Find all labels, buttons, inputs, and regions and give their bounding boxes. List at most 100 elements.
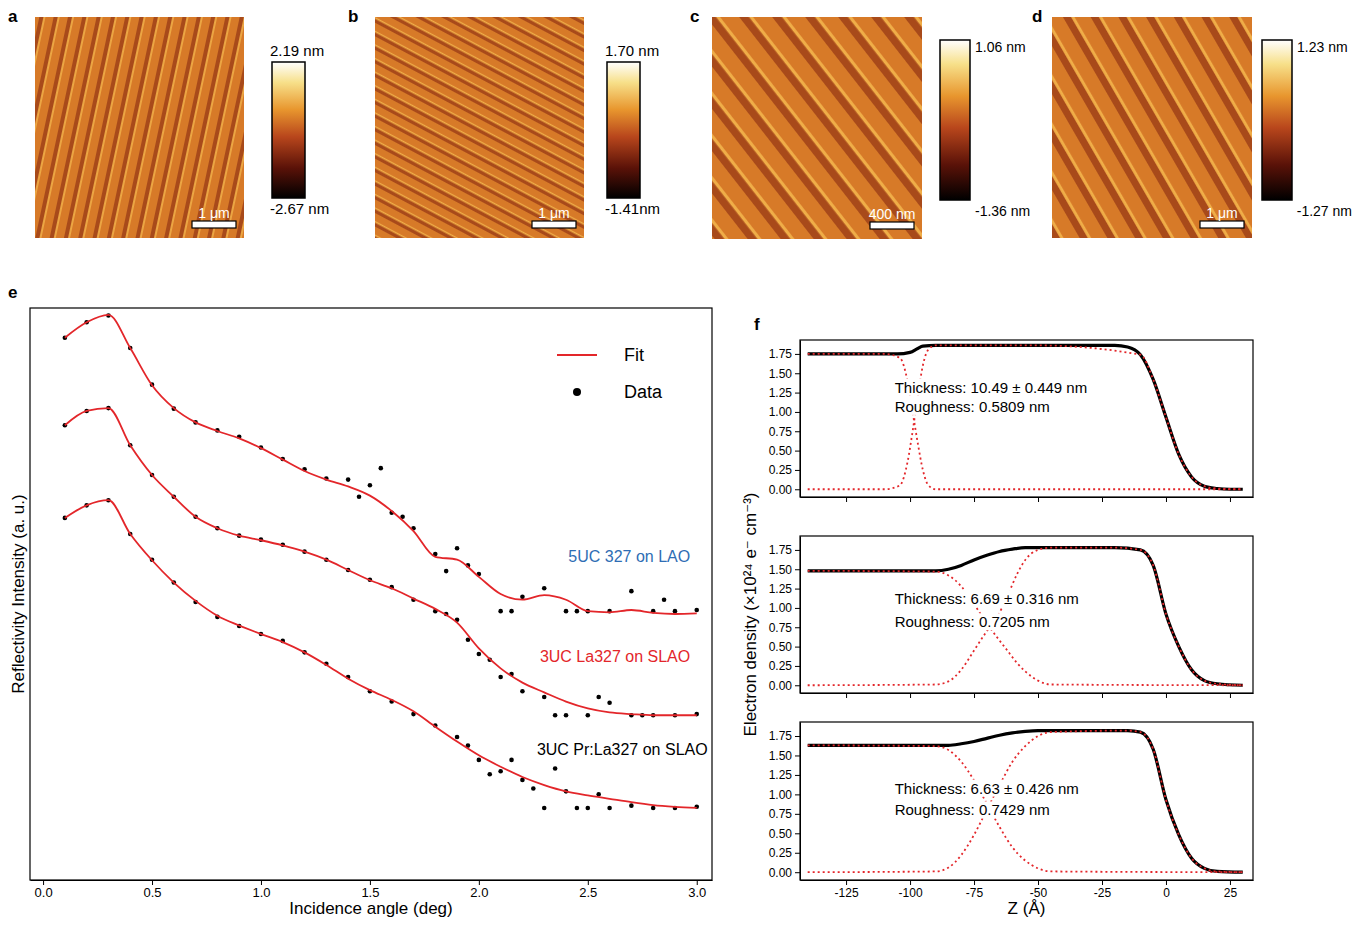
x-axis-title: Incidence angle (deg) bbox=[289, 899, 453, 918]
y-tick-label: 1.00 bbox=[769, 788, 793, 802]
x-tick: 0 bbox=[1163, 880, 1170, 900]
data-point bbox=[596, 792, 601, 797]
x-tick-label: 2.0 bbox=[470, 885, 488, 900]
y-tick: 1.50 bbox=[769, 749, 800, 763]
colorbar-label: 1.23 nm bbox=[1297, 39, 1348, 55]
annotation-text: 3UC Pr:La327 on SLAO bbox=[537, 741, 708, 758]
y-axis-line bbox=[800, 537, 801, 694]
y-axis-title: Electron density (×10²⁴ e⁻ cm⁻³) bbox=[741, 493, 760, 737]
data-point bbox=[586, 806, 591, 811]
y-tick-label: 0.00 bbox=[769, 679, 793, 693]
x-tick-label: -25 bbox=[1094, 886, 1112, 900]
colorbar bbox=[1262, 40, 1292, 200]
annotation: 3UC La327 on SLAO bbox=[538, 648, 692, 665]
annotation-text: Roughness: 0.7205 nm bbox=[895, 613, 1050, 630]
x-tick-mark bbox=[1166, 693, 1167, 698]
profile-line-dotted bbox=[808, 571, 1243, 685]
x-tick-label: 1.0 bbox=[252, 885, 270, 900]
x-tick-mark bbox=[910, 880, 911, 885]
data-point bbox=[477, 758, 482, 763]
x-tick-mark bbox=[910, 693, 911, 698]
y-tick-label: 0.50 bbox=[769, 640, 793, 654]
y-tick-mark bbox=[795, 470, 800, 471]
x-axis-line bbox=[31, 880, 713, 881]
x-tick bbox=[1102, 497, 1103, 502]
y-axis-title: Reflectivity Intensity (a. u.) bbox=[9, 494, 28, 693]
scale-bar-label: 400 nm bbox=[869, 206, 916, 222]
y-tick-label: 1.25 bbox=[769, 386, 793, 400]
data-point bbox=[575, 609, 580, 614]
y-tick-mark bbox=[795, 393, 800, 394]
data-point bbox=[346, 477, 351, 482]
annotation-patch bbox=[538, 648, 692, 665]
data-points bbox=[63, 406, 699, 718]
x-axis-line bbox=[801, 693, 1254, 694]
y-tick-label: 0.75 bbox=[769, 807, 793, 821]
y-tick: 0.50 bbox=[769, 444, 800, 458]
y-tick-mark bbox=[795, 755, 800, 756]
y-tick-label: 0.50 bbox=[769, 827, 793, 841]
x-tick: -100 bbox=[899, 880, 923, 900]
x-tick-mark bbox=[1230, 497, 1231, 502]
x-axis bbox=[801, 693, 1254, 698]
data-point bbox=[498, 675, 503, 680]
data-point bbox=[487, 772, 492, 777]
y-tick-mark bbox=[795, 736, 800, 737]
y-tick-mark bbox=[795, 373, 800, 374]
y-tick-label: 1.50 bbox=[769, 367, 793, 381]
annotation-text: Thickness: 6.69 ± 0.316 nm bbox=[895, 590, 1079, 607]
data-point bbox=[455, 735, 460, 740]
annotation-patch bbox=[893, 613, 1052, 630]
profile-line bbox=[808, 345, 1243, 489]
x-tick: 25 bbox=[1224, 880, 1238, 900]
panel-letter: e bbox=[8, 283, 17, 302]
y-tick-mark bbox=[795, 794, 800, 795]
annotation-patch bbox=[893, 590, 1081, 607]
y-tick-label: 0.75 bbox=[769, 425, 793, 439]
y-tick-label: 1.75 bbox=[769, 347, 793, 361]
panel-letter: d bbox=[1032, 7, 1042, 26]
x-tick: 3.0 bbox=[688, 880, 706, 900]
scale-bar-label: 1 μm bbox=[1206, 205, 1237, 221]
x-tick-label: 25 bbox=[1224, 886, 1238, 900]
profile-line bbox=[808, 731, 1243, 873]
annotation-patch bbox=[535, 741, 710, 758]
y-tick-label: 1.25 bbox=[769, 768, 793, 782]
x-tick: 2.0 bbox=[470, 880, 488, 900]
y-tick: 1.00 bbox=[769, 405, 800, 419]
x-tick-mark bbox=[1102, 880, 1103, 885]
y-tick-label: 1.00 bbox=[769, 405, 793, 419]
colorbar-label: 2.19 nm bbox=[270, 42, 324, 59]
data-point bbox=[662, 597, 667, 602]
x-tick-label: -125 bbox=[835, 886, 859, 900]
x-tick bbox=[974, 497, 975, 502]
annotation: Roughness: 0.7429 nm bbox=[893, 801, 1052, 818]
annotation: 3UC Pr:La327 on SLAO bbox=[535, 741, 710, 758]
x-tick-mark bbox=[1230, 693, 1231, 698]
y-tick: 0.50 bbox=[769, 827, 800, 841]
annotation: Roughness: 0.7205 nm bbox=[893, 613, 1052, 630]
x-tick-mark bbox=[974, 497, 975, 502]
data-point bbox=[509, 758, 514, 763]
data-points bbox=[63, 498, 699, 810]
y-tick-mark bbox=[795, 412, 800, 413]
annotation-text: 3UC La327 on SLAO bbox=[540, 648, 690, 665]
annotation-patch bbox=[566, 548, 692, 565]
profile-line-dotted bbox=[808, 354, 1243, 489]
data-point bbox=[531, 786, 536, 791]
y-tick-label: 0.00 bbox=[769, 866, 793, 880]
data-point bbox=[596, 695, 601, 700]
data-point bbox=[542, 586, 547, 591]
data-point bbox=[673, 609, 678, 614]
x-tick-label: -75 bbox=[966, 886, 984, 900]
afm-panel: 1 μm2.19 nm-2.67 nm bbox=[35, 17, 329, 238]
y-axis: 0.000.250.500.751.001.251.501.75 bbox=[769, 723, 801, 881]
data-points bbox=[63, 313, 699, 613]
x-tick-label: 2.5 bbox=[579, 885, 597, 900]
x-tick: 2.5 bbox=[579, 880, 597, 900]
plot-marks bbox=[808, 731, 1243, 873]
afm-image bbox=[712, 17, 922, 239]
x-axis-line bbox=[801, 497, 1254, 498]
y-tick: 0.25 bbox=[769, 659, 800, 673]
y-tick-label: 0.25 bbox=[769, 659, 793, 673]
